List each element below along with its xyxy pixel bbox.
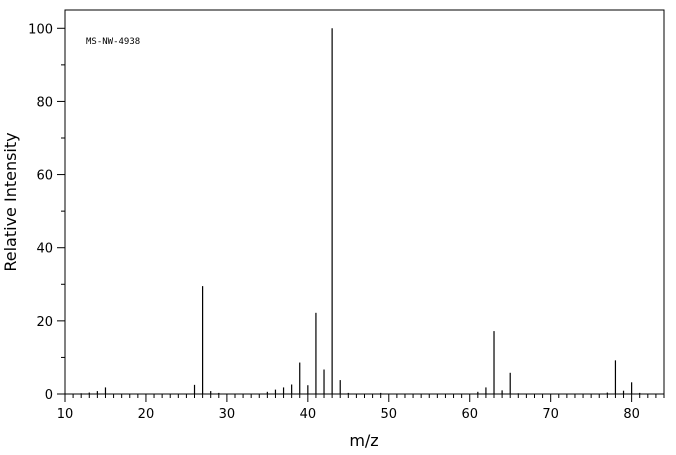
x-tick-label: 50 [381,407,398,422]
x-tick-label: 20 [138,407,155,422]
y-axis-ticks: 0 20 40 60 80 100 [28,22,65,403]
y-tick-label: 40 [36,242,53,257]
spectrum-peaks [80,28,641,394]
y-tick-label: 100 [28,22,53,37]
x-axis-ticks: 10 20 30 40 50 60 70 80 [57,394,665,422]
x-axis-title: m/z [349,431,378,450]
x-tick-label: 10 [57,407,74,422]
x-tick-label: 70 [542,407,559,422]
spectrum-id-annotation: MS-NW-4938 [86,37,140,47]
y-axis-title: Relative Intensity [1,132,20,271]
x-tick-label: 30 [219,407,236,422]
y-tick-label: 80 [36,95,53,110]
plot-frame [64,9,665,395]
y-tick-label: 60 [36,169,53,184]
y-tick-label: 0 [45,388,53,403]
y-tick-label: 20 [36,315,53,330]
x-tick-label: 40 [300,407,317,422]
x-tick-label: 60 [461,407,478,422]
x-tick-label: 80 [623,407,640,422]
